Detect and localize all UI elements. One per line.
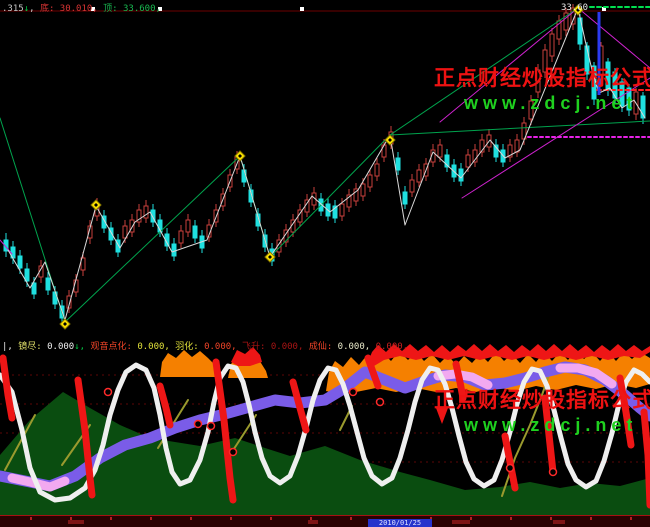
axis-tick (510, 517, 512, 520)
axis-tick (230, 517, 232, 520)
red-flame (368, 344, 650, 366)
text-segment: , (29, 4, 40, 14)
text-segment: 0.000 (47, 342, 75, 352)
date-label: 2010/01/25 (368, 519, 432, 527)
axis-tick (70, 517, 72, 520)
text-segment: 成仙: (308, 342, 338, 352)
axis-tick (350, 517, 352, 520)
signal-circle (228, 447, 238, 457)
axis-mark (452, 520, 470, 524)
line-marker (91, 7, 95, 11)
axis-tick (110, 517, 112, 520)
text-segment: 0.000, (204, 342, 243, 352)
axis-tick (590, 517, 592, 520)
text-segment: 33.600, (123, 4, 161, 14)
text-segment: 镜尽: (18, 342, 48, 352)
text-segment: 羽化: (175, 342, 205, 352)
axis-tick (30, 517, 32, 520)
axis-tick (270, 517, 272, 520)
axis-tick (310, 517, 312, 520)
text-segment: 观音点化: (90, 342, 138, 352)
pivot-diamond-markers (59, 4, 584, 330)
axis-tick (630, 517, 632, 520)
signal-circle (103, 387, 113, 397)
axis-tick (470, 517, 472, 520)
text-segment: 顶: (103, 4, 123, 14)
line-marker (602, 7, 606, 11)
axis-tick (150, 517, 152, 520)
text-segment: 30.010, (59, 4, 104, 14)
axis-mark (308, 520, 318, 524)
candles (3, 4, 646, 324)
red-flame (231, 347, 262, 366)
price-label: 33.60 (561, 3, 589, 13)
indicator-panel[interactable] (0, 337, 650, 515)
red-signal-triangle (436, 408, 448, 424)
price-status-row: .315↓, 底: 30.010, 顶: 33.600, (2, 1, 161, 14)
white-curve (0, 362, 650, 503)
text-segment: 0.000, (375, 342, 409, 352)
signal-circle (548, 467, 558, 477)
signal-circle (206, 421, 216, 431)
text-segment: 0.000, (270, 342, 309, 352)
trend-lines (0, 6, 650, 323)
text-segment: ↓ (23, 4, 30, 14)
signal-circle (193, 419, 203, 429)
text-segment: 0.000, (137, 342, 176, 352)
indicator-status-row: |, 镜尽: 0.000↓, 观音点化: 0.000, 羽化: 0.000, 飞… (2, 339, 408, 352)
text-segment: ↓, (74, 342, 91, 352)
green-area (0, 392, 650, 515)
candlestick-chart[interactable] (0, 0, 650, 337)
text-segment: |, (2, 342, 19, 352)
axis-tick (550, 517, 552, 520)
signal-circle (375, 397, 385, 407)
signal-circle (505, 463, 515, 473)
orange-flame (160, 350, 223, 377)
time-axis-strip[interactable] (0, 515, 650, 527)
text-segment: 飞升: (242, 342, 271, 352)
text-segment: 0.000, (337, 342, 376, 352)
axis-mark (553, 520, 565, 524)
signal-circle (348, 387, 358, 397)
axis-mark (68, 520, 84, 524)
axis-tick (430, 517, 432, 520)
text-segment: .315 (2, 4, 24, 14)
text-segment: 底: (39, 4, 60, 14)
line-marker (300, 7, 304, 11)
axis-tick (190, 517, 192, 520)
line-marker (158, 7, 162, 11)
